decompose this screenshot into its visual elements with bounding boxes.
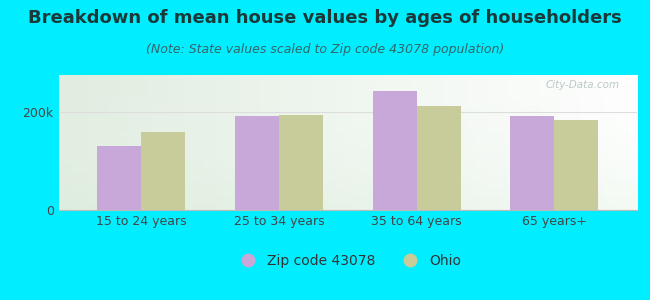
Bar xyxy=(554,120,599,210)
Text: (Note: State values scaled to Zip code 43078 population): (Note: State values scaled to Zip code 4… xyxy=(146,44,504,56)
Text: City-Data.com: City-Data.com xyxy=(545,80,619,90)
Bar xyxy=(235,116,279,210)
Bar xyxy=(141,132,185,210)
Bar xyxy=(97,146,141,210)
Text: Breakdown of mean house values by ages of householders: Breakdown of mean house values by ages o… xyxy=(28,9,622,27)
Bar xyxy=(510,116,554,210)
Legend: Zip code 43078, Ohio: Zip code 43078, Ohio xyxy=(228,248,467,273)
Bar xyxy=(372,91,417,210)
Bar xyxy=(417,106,461,210)
Bar xyxy=(279,115,323,210)
